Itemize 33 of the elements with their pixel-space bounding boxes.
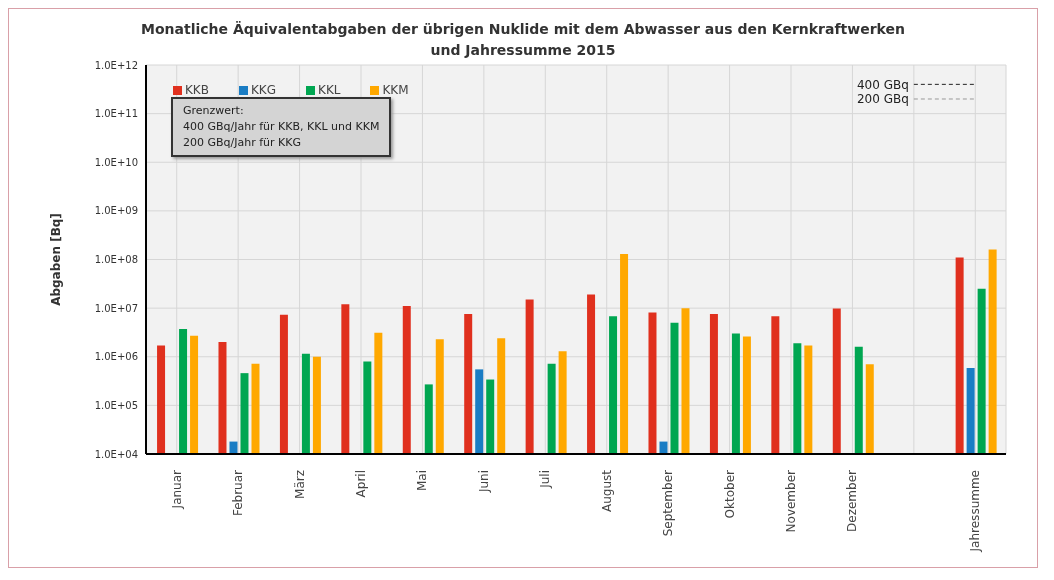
ref-line-label: 400 GBq [856, 77, 909, 92]
x-tick-label: Juni [476, 470, 491, 494]
legend-label: KKB [184, 83, 209, 97]
x-tick-label: Dezember [845, 469, 860, 532]
annotation: 200 GBq/Jahr für KKG [183, 135, 303, 151]
ref-line-label: 200 GBq [856, 92, 909, 107]
legend-label: KKG [250, 83, 277, 97]
x-tick-label: Januar [169, 469, 184, 510]
x-tick-label: Jahressumme [968, 470, 983, 553]
y-tick-label: 1.0E+09 [94, 205, 138, 217]
y-tick-label: 1.0E+06 [94, 351, 138, 363]
legend-label: KKL [317, 83, 341, 97]
x-tick-label: Mai [415, 470, 430, 492]
x-tick-label: August [599, 469, 614, 512]
x-tick-label: April [354, 470, 368, 498]
x-tick-label: November [784, 469, 798, 533]
chart-title: Monatliche Äquivalentabgaben der übrigen Nuklide mit dem Abwasser aus den Kernkraftwerken und Jahressumme 2015 [140, 20, 906, 60]
x-tick-label: September [661, 469, 676, 537]
x-tick-label: Juli [538, 470, 553, 489]
x-tick-label: Oktober [722, 469, 737, 519]
annotation: Grenzwert: [183, 103, 245, 119]
annotation: 400 GBq/Jahr für KKB, KKL und KKM [183, 119, 380, 135]
y-tick-label: 1.0E+07 [94, 302, 138, 314]
y-tick-label: 1.0E+08 [94, 254, 138, 266]
y-tick-label: 1.0E+11 [94, 108, 138, 120]
x-tick-label: März [292, 470, 307, 499]
y-tick-label: 1.0E+04 [94, 448, 138, 460]
y-tick-label: 1.0E+10 [94, 156, 138, 168]
y-tick-label: 1.0E+05 [94, 399, 138, 411]
legend-label: KKM [381, 83, 409, 97]
y-axis-title: Abgaben [Bq] [49, 213, 64, 306]
x-tick-label: Februar [231, 469, 246, 517]
y-tick-label: 1.0E+12 [94, 59, 138, 71]
